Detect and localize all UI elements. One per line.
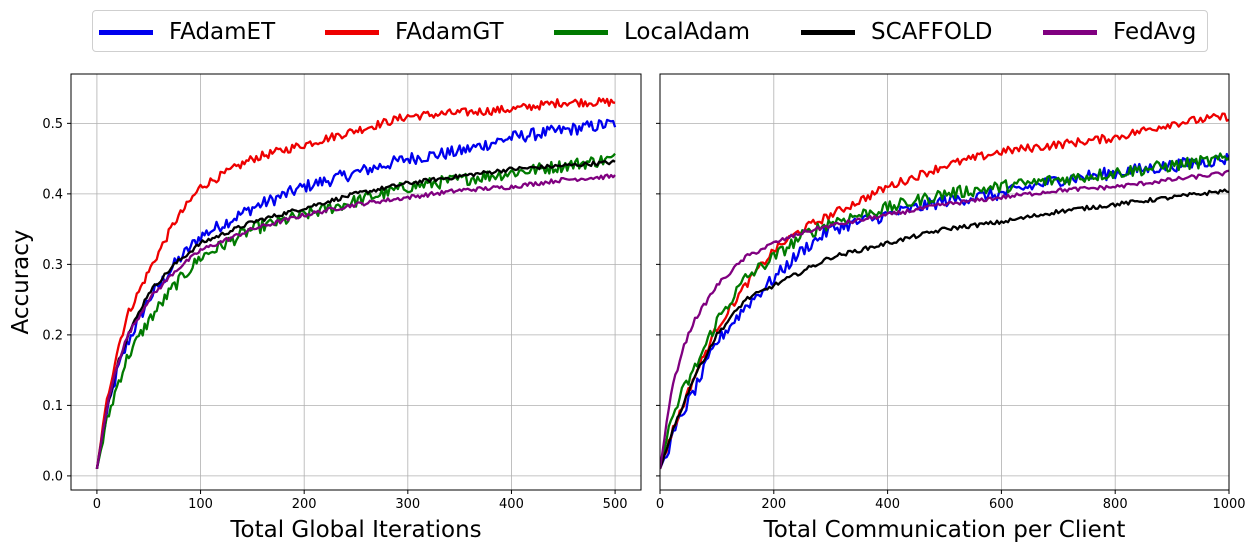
x-tick-label: 800 — [1103, 497, 1128, 512]
legend-swatch-localadam — [554, 29, 608, 35]
y-axis-label: Accuracy — [8, 229, 34, 334]
legend-label-localadam: LocalAdam — [624, 19, 751, 45]
series-line-fadamet — [95, 118, 617, 470]
legend-label-fedavg: FedAvg — [1113, 19, 1197, 45]
series-line-localadam — [95, 152, 616, 470]
series-line-fadamgt — [660, 112, 1229, 470]
x-axis-label: Total Global Iterations — [229, 517, 481, 543]
series-group — [660, 112, 1229, 470]
legend-label-scaffold: SCAFFOLD — [871, 19, 993, 45]
legend: FAdamET FAdamGT LocalAdam SCAFFOLD FedAv… — [92, 10, 1208, 52]
legend-swatch-scaffold — [801, 29, 855, 35]
y-tick-label: 0.3 — [42, 258, 63, 273]
series-line-scaffold — [95, 159, 616, 469]
x-tick-label: 100 — [188, 497, 213, 512]
y-tick-label: 0.0 — [42, 469, 63, 484]
x-tick-label: 500 — [603, 497, 628, 512]
series-group — [95, 97, 617, 470]
legend-swatch-fedavg — [1043, 29, 1097, 35]
y-tick-label: 0.1 — [42, 399, 63, 414]
y-tick-label: 0.2 — [42, 328, 63, 343]
legend-label-fadamgt: FAdamGT — [395, 19, 504, 45]
legend-item-fedavg: FedAvg — [1043, 11, 1196, 53]
legend-item-fadamgt: FAdamGT — [325, 11, 504, 53]
legend-swatch-fadamgt — [325, 29, 379, 35]
legend-swatch-fadamet — [99, 29, 153, 35]
x-axis-label: Total Communication per Client — [763, 517, 1126, 543]
legend-item-scaffold: SCAFFOLD — [801, 11, 992, 53]
x-tick-label: 300 — [395, 497, 420, 512]
plot-frame — [659, 73, 1230, 491]
x-tick-label: 0 — [93, 497, 101, 512]
series-line-fadamgt — [95, 97, 616, 469]
legend-label-fadamet: FAdamET — [169, 19, 276, 45]
x-tick-label: 600 — [989, 497, 1014, 512]
x-tick-label: 400 — [499, 497, 524, 512]
legend-item-localadam: LocalAdam — [554, 11, 750, 53]
chart-panel-2: 0 200 400 600 800 1000 Total Communication per… — [656, 73, 1246, 543]
x-tick-label: 0 — [656, 497, 664, 512]
series-line-localadam — [660, 152, 1229, 470]
x-tick-label: 400 — [875, 497, 900, 512]
x-tick-label: 200 — [292, 497, 317, 512]
x-tick-label: 200 — [761, 497, 786, 512]
chart-panel-1: 0 100 200 300 400 500 0.0 0.1 0.2 0.3 0.4 0.5 Total … — [8, 73, 642, 543]
legend-item-fadamet: FAdamET — [99, 11, 275, 53]
series-line-scaffold — [660, 188, 1229, 470]
y-tick-label: 0.5 — [42, 117, 63, 132]
x-tick-label: 1000 — [1212, 497, 1245, 512]
y-tick-label: 0.4 — [42, 187, 63, 202]
plot-frame — [70, 73, 642, 491]
series-line-fedavg — [95, 173, 616, 469]
series-line-fedavg — [660, 169, 1229, 469]
